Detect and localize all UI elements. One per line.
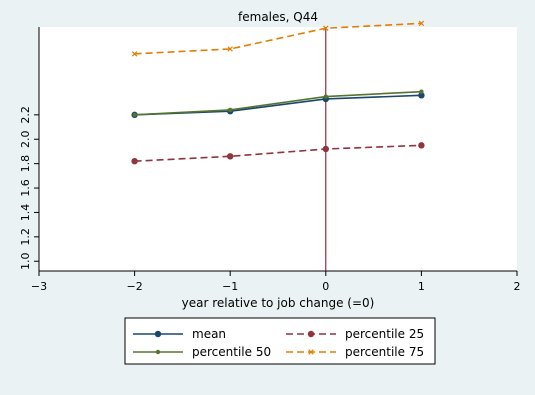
data-point-percentile-25	[227, 153, 234, 160]
y-tick-label: 1.8	[19, 155, 32, 173]
plot-area	[39, 27, 517, 271]
data-point-percentile-25	[418, 142, 425, 149]
data-point-percentile-50	[228, 107, 233, 113]
x-axis-ticks: −3 −2 −1 0 1 2	[31, 271, 521, 293]
data-point-percentile-25	[131, 158, 138, 165]
data-point-percentile-25	[322, 145, 329, 153]
data-point-percentile-50	[132, 112, 137, 118]
legend-marker	[307, 330, 315, 338]
series-line-percentile-25	[134, 144, 422, 162]
x-axis-label: year relative to job change (=0)	[182, 296, 375, 310]
legend-item-percentile-50: percentile 50	[133, 345, 271, 359]
series-line-percentile-75	[134, 22, 422, 55]
y-tick-label: 1.6	[19, 179, 32, 197]
y-tick-label: 2.2	[19, 106, 32, 124]
data-point-percentile-75	[323, 25, 329, 31]
y-tick-label: 1.4	[19, 204, 32, 222]
x-tick-label: 1	[418, 280, 425, 293]
series-layer	[131, 20, 425, 165]
y-tick-label: 1.2	[19, 228, 32, 246]
series-line-percentile-50	[134, 90, 422, 116]
series-percentile-50	[132, 89, 424, 118]
y-axis-ticks: 1.0 1.2 1.4 1.6 1.8 2.0 2.2	[19, 106, 39, 270]
data-point-mean	[418, 92, 425, 99]
x-tick-label: −1	[222, 280, 238, 293]
y-tick-label: 1.0	[19, 252, 32, 270]
x-tick-label: −3	[31, 280, 47, 293]
x-tick-label: −2	[126, 280, 142, 293]
y-tick-label: 2.0	[19, 130, 32, 148]
legend: mean percentile 25 percentile 50 percentile…	[124, 317, 436, 365]
legend-label: percentile 50	[192, 345, 271, 359]
legend-box	[124, 317, 436, 365]
legend-items: mean percentile 25 percentile 50 percentile…	[133, 327, 424, 359]
data-point-percentile-50	[419, 89, 424, 94]
legend-marker	[308, 349, 314, 355]
chart-title: females, Q44	[238, 10, 318, 24]
legend-marker	[154, 330, 162, 338]
data-point-percentile-50	[323, 94, 328, 99]
x-tick-label: 0	[322, 280, 329, 293]
legend-label: mean	[192, 327, 226, 341]
x-tick-label: 2	[514, 280, 521, 293]
legend-label: percentile 75	[345, 345, 424, 359]
data-point-percentile-75	[227, 46, 233, 52]
legend-item-percentile-25: percentile 25	[286, 327, 424, 341]
legend-label: percentile 25	[345, 327, 424, 341]
series-percentile-75	[131, 20, 425, 57]
legend-item-mean: mean	[133, 327, 226, 341]
series-percentile-25	[131, 142, 425, 165]
legend-item-percentile-75: percentile 75	[286, 345, 424, 359]
data-point-percentile-75	[131, 51, 138, 57]
legend-marker	[155, 349, 161, 355]
data-point-percentile-75	[418, 20, 425, 27]
